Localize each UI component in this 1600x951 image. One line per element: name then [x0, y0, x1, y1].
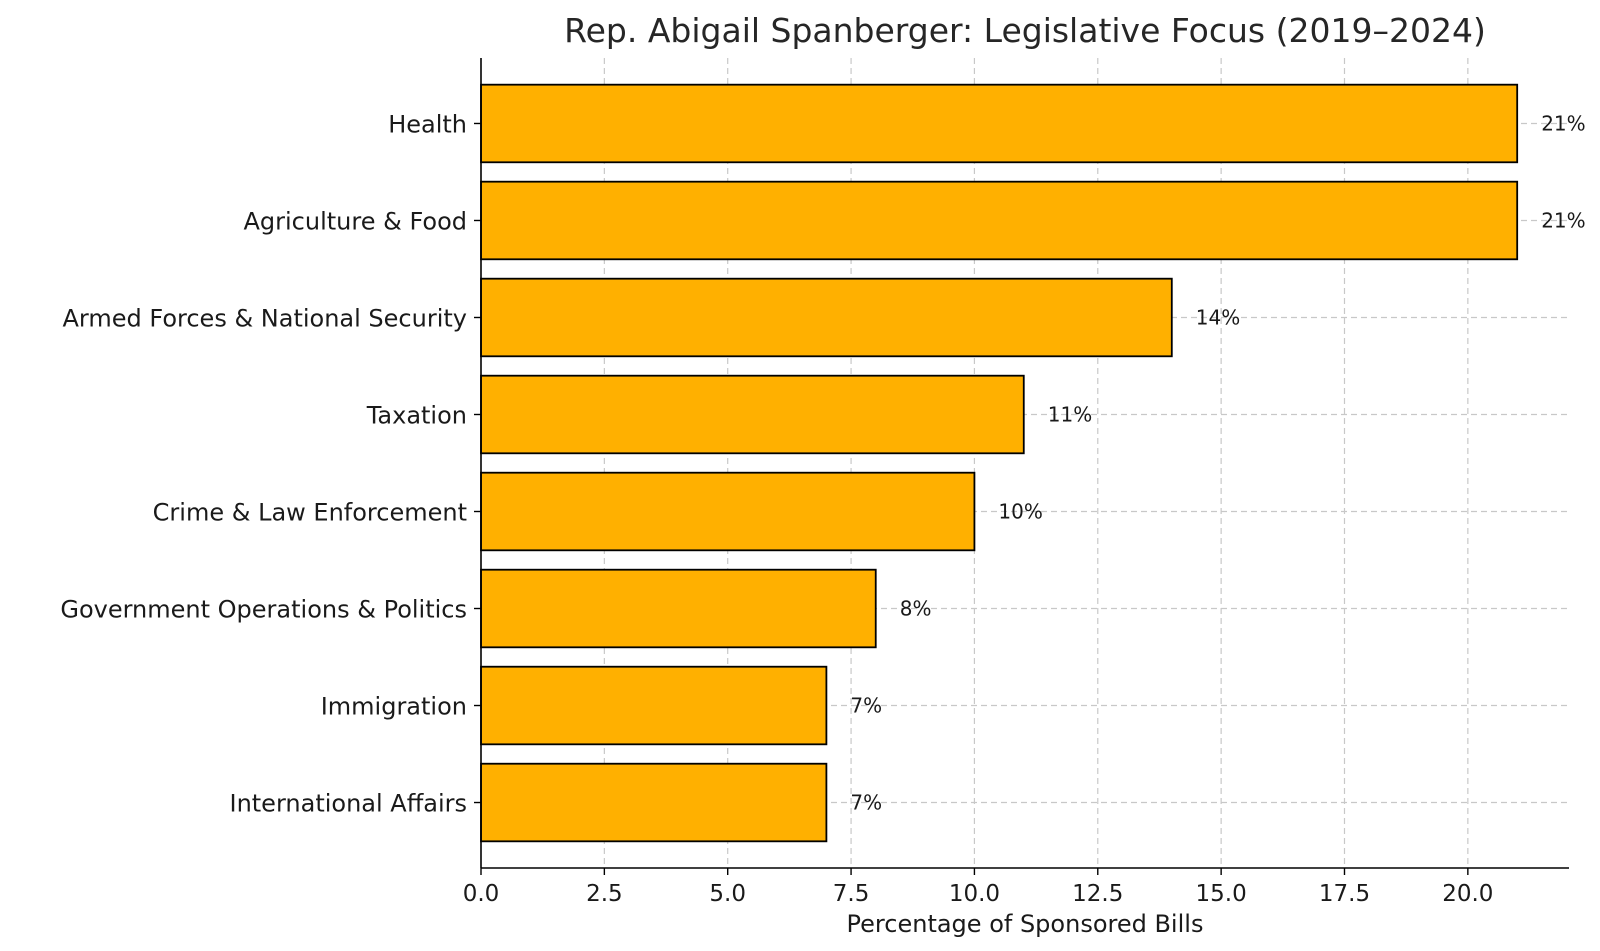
bar-5 [480, 568, 877, 649]
x-tick-label-2: 5.0 [709, 881, 746, 907]
data-label-0: 21% [1541, 111, 1585, 135]
bar-7 [480, 762, 828, 843]
bar-0 [480, 83, 1519, 164]
category-label-3: Taxation [366, 401, 467, 429]
bar-6 [480, 665, 828, 746]
category-label-2: Armed Forces & National Security [63, 304, 467, 332]
bar-1 [480, 180, 1519, 261]
x-tick-label-8: 20.0 [1442, 881, 1493, 907]
x-tick-label-1: 2.5 [586, 881, 623, 907]
grid-lines [481, 58, 1569, 868]
x-axis-title: Percentage of Sponsored Bills [847, 910, 1204, 938]
x-tick-label-3: 7.5 [833, 881, 870, 907]
data-label-4: 10% [998, 500, 1042, 524]
category-label-1: Agriculture & Food [243, 207, 467, 235]
data-label-6: 7% [850, 694, 882, 718]
data-label-7: 7% [850, 791, 882, 815]
category-label-7: International Affairs [229, 790, 467, 818]
category-label-5: Government Operations & Politics [60, 596, 467, 624]
category-label-6: Immigration [321, 693, 467, 721]
data-label-2: 14% [1196, 305, 1240, 329]
category-label-0: Health [388, 110, 467, 138]
axes [474, 58, 1569, 875]
x-tick-label-6: 15.0 [1196, 881, 1247, 907]
x-tick-label-0: 0.0 [463, 881, 500, 907]
x-tick-label-5: 12.5 [1072, 881, 1123, 907]
chart-title: Rep. Abigail Spanberger: Legislative Foc… [564, 11, 1486, 50]
bar-4 [480, 471, 976, 552]
bar-3 [480, 374, 1025, 455]
data-label-1: 21% [1541, 208, 1585, 232]
x-tick-label-4: 10.0 [949, 881, 1000, 907]
bars [480, 83, 1519, 843]
labels: 0.0 2.5 5.0 7.5 10.0 12.5 15.0 17.5 20.0 Health Ag… [60, 110, 1585, 907]
data-label-3: 11% [1048, 402, 1092, 426]
category-label-4: Crime & Law Enforcement [153, 499, 467, 527]
data-label-5: 8% [900, 597, 932, 621]
x-tick-label-7: 17.5 [1319, 881, 1370, 907]
bar-2 [480, 277, 1173, 358]
